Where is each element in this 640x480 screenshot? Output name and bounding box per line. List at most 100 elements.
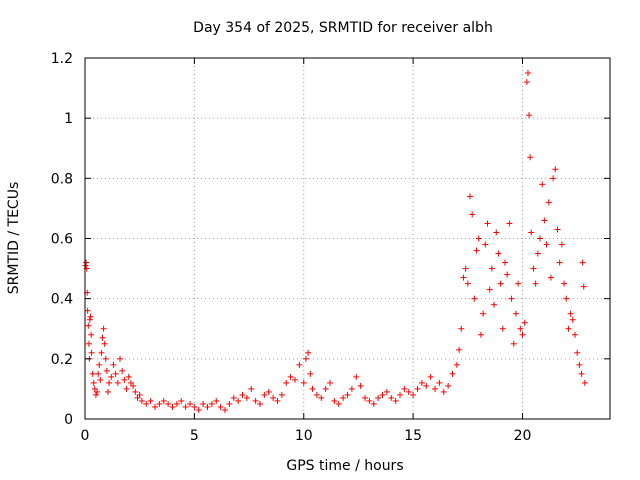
data-point (362, 394, 368, 401)
data-point (85, 340, 92, 347)
data-point (195, 406, 202, 413)
x-tick-label: 5 (190, 428, 199, 444)
data-point (524, 70, 531, 77)
data-point (261, 391, 268, 398)
data-point (392, 397, 399, 404)
data-point (353, 373, 360, 380)
data-point (436, 379, 443, 386)
data-point (486, 286, 493, 293)
data-point (344, 391, 351, 398)
data-point (125, 373, 132, 380)
data-point (302, 355, 309, 362)
y-tick-label: 0 (64, 412, 73, 428)
data-point (130, 382, 137, 389)
data-point (506, 220, 513, 227)
data-point (547, 274, 554, 281)
data-point (114, 379, 121, 386)
data-point (340, 394, 347, 401)
data-point (495, 250, 502, 257)
x-tick-label: 10 (295, 428, 313, 444)
data-point (527, 154, 534, 161)
data-point (309, 385, 316, 392)
data-point (86, 316, 93, 323)
data-point (517, 325, 524, 332)
data-point (423, 382, 430, 389)
data-point (104, 388, 111, 395)
data-point (462, 265, 469, 272)
data-point (534, 250, 541, 257)
data-point (563, 295, 570, 302)
data-point (379, 391, 386, 398)
data-point (134, 394, 141, 401)
data-point (572, 331, 578, 338)
data-point (187, 400, 193, 407)
data-point (98, 349, 105, 356)
data-point (200, 400, 207, 407)
data-point (576, 361, 583, 368)
data-point (331, 397, 338, 404)
data-point (488, 265, 495, 272)
data-point (226, 400, 233, 407)
data-point (108, 373, 115, 380)
data-point (117, 355, 123, 362)
data-point (318, 394, 325, 401)
x-tick-label: 20 (514, 428, 532, 444)
data-point (132, 388, 139, 395)
data-point (427, 373, 434, 380)
data-point (460, 274, 467, 281)
data-points (82, 70, 588, 413)
data-point (532, 280, 539, 287)
data-point (440, 388, 447, 395)
x-ticks: 0 5 10 15 20 (81, 58, 532, 444)
data-point (556, 259, 563, 266)
data-point (475, 235, 482, 242)
data-point (217, 403, 224, 410)
data-point (579, 259, 586, 266)
data-point (497, 280, 504, 287)
data-point (90, 379, 97, 386)
data-point (526, 112, 533, 119)
data-point (85, 322, 92, 329)
data-point (156, 400, 163, 407)
data-point (87, 313, 94, 320)
data-point (464, 280, 471, 287)
data-point (278, 391, 285, 398)
data-point (383, 388, 390, 395)
data-point (106, 379, 113, 386)
data-point (510, 340, 517, 347)
data-point (252, 397, 259, 404)
data-point (366, 397, 373, 404)
data-point (313, 391, 320, 398)
data-point (147, 397, 154, 404)
data-point (248, 385, 255, 392)
data-point (550, 175, 557, 182)
data-point (348, 385, 355, 392)
data-point (103, 367, 110, 374)
data-point (543, 241, 550, 248)
data-point (473, 247, 480, 254)
data-point (239, 391, 246, 398)
data-point (100, 325, 107, 332)
data-point (499, 325, 506, 332)
data-point (101, 340, 108, 347)
data-point (178, 397, 185, 404)
data-point (305, 349, 312, 356)
data-point (204, 403, 211, 410)
data-point (519, 331, 526, 338)
data-point (565, 325, 572, 332)
data-point (160, 397, 167, 404)
data-point (453, 361, 460, 368)
plot-area (85, 58, 610, 419)
data-point (458, 325, 465, 332)
data-point (405, 388, 412, 395)
data-point (292, 376, 298, 383)
data-point (91, 385, 98, 392)
data-point (521, 319, 528, 326)
data-point (127, 379, 134, 386)
data-point (123, 385, 130, 392)
data-point (274, 397, 281, 404)
data-point (471, 295, 478, 302)
data-point (414, 385, 421, 392)
data-point (287, 373, 294, 380)
y-tick-label: 1 (64, 111, 73, 127)
